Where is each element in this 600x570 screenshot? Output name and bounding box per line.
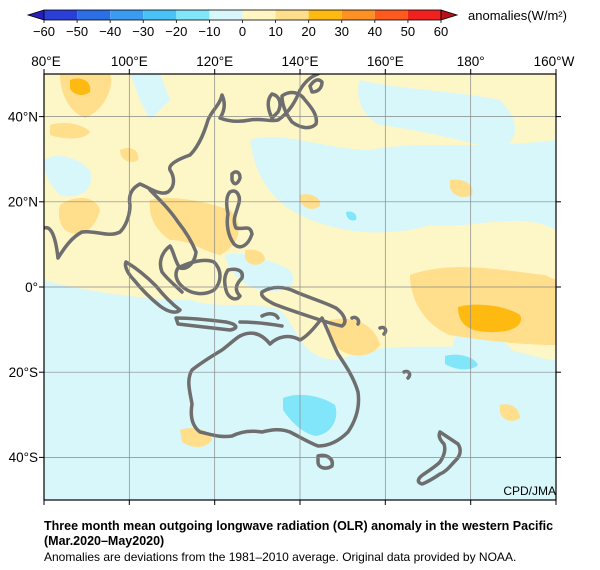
legend-color-swatch <box>374 10 408 20</box>
legend-high-arrow <box>440 9 459 21</box>
color-legend: −60 −50 −40 −30 −20 −10 0 10 20 30 40 50 60 anomalie… <box>26 8 567 39</box>
caption-note: Anomalies are deviations from the 1981–2… <box>44 550 517 564</box>
negative-anomaly-cores <box>283 211 478 436</box>
legend-tick-label: −50 <box>66 24 88 39</box>
legend-color-swatch <box>275 10 309 20</box>
lon-label-180: 180° <box>457 54 485 69</box>
legend-tick-label: −60 <box>33 24 55 39</box>
taiwan-coastline <box>230 170 242 186</box>
legend-color-swatch <box>242 10 276 20</box>
korea-japan-coastline <box>266 78 324 130</box>
lon-label-160w: 160°W <box>534 54 575 69</box>
legend-tick-label: −10 <box>198 24 220 39</box>
new-guinea-coastline <box>259 285 347 328</box>
philippines-coastline <box>224 189 254 249</box>
sulawesi-coastline <box>222 267 245 301</box>
lon-label-80e: 80°E <box>31 54 60 69</box>
legend-color-swatch <box>77 10 111 20</box>
legend-tick-label: 30 <box>335 24 349 39</box>
legend-low-arrow <box>26 9 45 21</box>
legend-tick-label: −40 <box>99 24 121 39</box>
lon-label-100e: 100°E <box>111 54 148 69</box>
legend-color-swatch <box>143 10 177 20</box>
legend-color-swatch <box>209 10 243 20</box>
legend-tick-label: 10 <box>268 24 282 39</box>
latitude-labels: 40°N 20°N 0° 20°S 40°S <box>8 110 38 466</box>
lat-label-0: 0° <box>25 280 38 295</box>
caption-period: (Mar.2020–May2020) <box>44 534 165 548</box>
legend-tick-label: 20 <box>301 24 315 39</box>
map-gridlines <box>44 74 556 500</box>
caption-title: Three month mean outgoing longwave radia… <box>44 519 554 533</box>
sumatra-coastline <box>123 260 182 314</box>
credit-label: CPD/JMA <box>503 484 556 498</box>
legend-tick-label: 40 <box>368 24 382 39</box>
lon-label-160e: 160°E <box>367 54 404 69</box>
legend-tick-label: 60 <box>434 24 448 39</box>
lon-label-140e: 140°E <box>282 54 319 69</box>
legend-tick-labels: −60 −50 −40 −30 −20 −10 0 10 20 30 40 50 60 <box>33 20 448 39</box>
lat-label-40n: 40°N <box>8 110 38 125</box>
strong-positive-anomaly-area <box>70 78 522 333</box>
olr-anomaly-map: 80°E 100°E 120°E 140°E 160°E 180° 160°W … <box>8 54 575 505</box>
tasmania-coastline <box>316 453 335 470</box>
australia-coastline <box>187 316 361 448</box>
lat-label-40s: 40°S <box>9 450 38 465</box>
lat-label-20s: 20°S <box>9 365 38 380</box>
asia-coastline <box>44 74 320 260</box>
legend-tick-label: 50 <box>401 24 415 39</box>
legend-unit-label: anomalies(W/m²) <box>468 8 567 23</box>
longitude-labels: 80°E 100°E 120°E 140°E 160°E 180° 160°W <box>31 54 574 69</box>
borneo-coastline <box>174 258 222 296</box>
java-coastline <box>174 312 284 332</box>
lat-label-20n: 20°N <box>8 195 38 210</box>
legend-tick-label: −30 <box>132 24 154 39</box>
legend-color-swatch <box>110 10 144 20</box>
new-zealand-coastline <box>416 430 462 486</box>
legend-tick-label: −20 <box>165 24 187 39</box>
legend-tick-label: 0 <box>239 24 246 39</box>
lon-label-120e: 120°E <box>196 54 233 69</box>
legend-color-swatch <box>44 10 78 20</box>
legend-color-swatch <box>407 10 441 20</box>
legend-color-swatch <box>341 10 375 20</box>
map-axis-ticks <box>39 69 561 505</box>
legend-color-bar <box>26 9 459 21</box>
legend-color-swatch <box>176 10 210 20</box>
legend-color-swatch <box>308 10 342 20</box>
